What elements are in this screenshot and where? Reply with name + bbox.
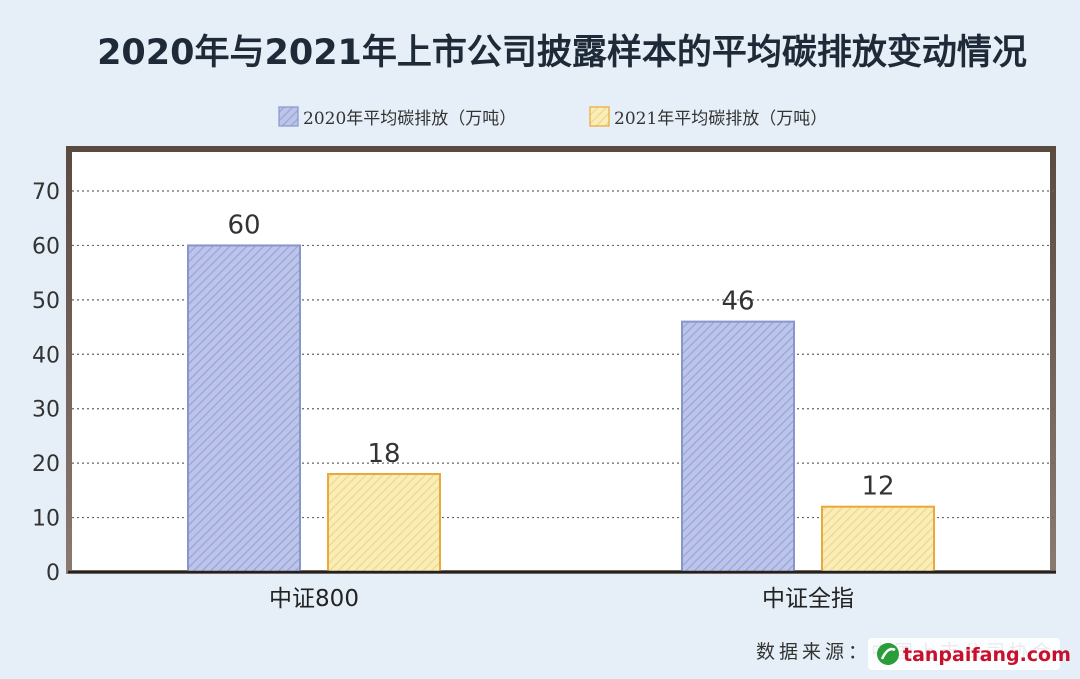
legend-label-2021: 2021年平均碳排放（万吨） [614,109,827,129]
x-category-label: 中证全指 [762,586,854,612]
watermark-background [868,638,1060,670]
chart-title: 2020年与2021年上市公司披露样本的平均碳排放变动情况 [97,33,1027,73]
bar-2021-0 [327,473,441,573]
bar-2020-0 [187,244,301,574]
data-labels: 60 18 46 12 [227,210,894,501]
y-tick-label: 40 [32,343,60,368]
legend-swatch-2021 [589,106,610,127]
bar-2021-1 [821,505,935,573]
watermark-text: tanpaifang.com [903,644,1071,666]
legend-label-2020: 2020年平均碳排放（万吨） [303,109,516,129]
y-tick-label: 30 [32,398,60,423]
watermark: tanpaifang.com [868,638,1071,670]
bars [187,244,935,574]
x-category-label: 中证800 [269,586,359,612]
data-label: 46 [721,287,754,317]
bar-2020-1 [681,320,795,573]
y-axis-ticks: 0 10 20 30 40 50 60 70 [32,180,60,586]
data-label: 12 [861,472,894,502]
x-axis-categories: 中证800 中证全指 [269,586,854,612]
y-tick-label: 60 [32,234,60,259]
y-tick-label: 50 [32,289,60,314]
legend: 2020年平均碳排放（万吨） 2021年平均碳排放（万吨） [278,106,827,129]
y-tick-label: 20 [32,452,60,477]
tanpaifang-logo-icon [877,643,899,665]
y-tick-label: 70 [32,180,60,205]
legend-swatch-2020 [278,106,299,127]
data-label: 18 [367,439,400,469]
y-tick-label: 10 [32,507,60,532]
tanpaifang-logo-leaf [880,647,896,660]
y-tick-label: 0 [46,561,60,586]
data-label: 60 [227,210,260,240]
